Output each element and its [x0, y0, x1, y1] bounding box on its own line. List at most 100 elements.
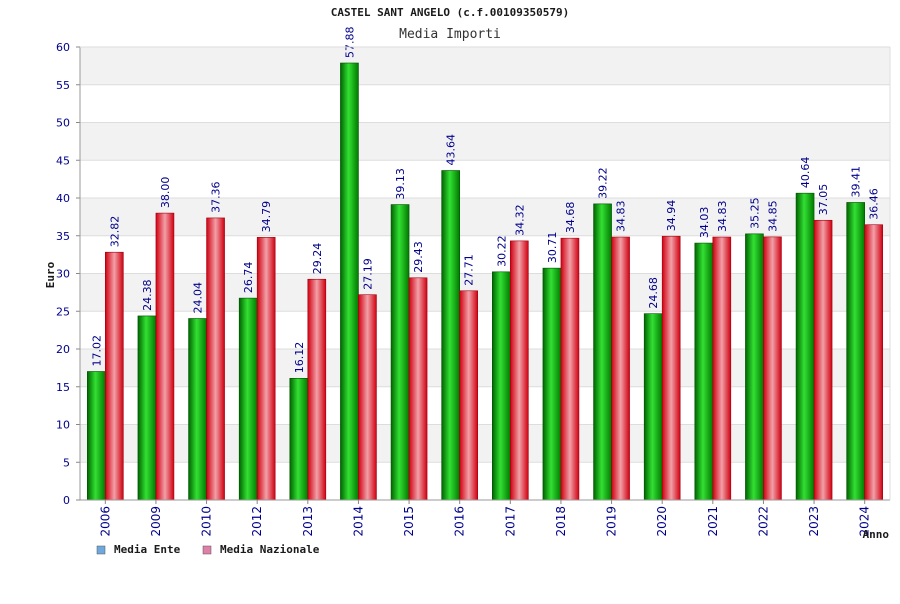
value-label: 24.68: [647, 277, 660, 309]
y-tick-label: 20: [56, 343, 70, 356]
legend-swatch-media-ente: [96, 545, 106, 555]
bar-media-nazionale-2021: [712, 236, 732, 501]
x-tick-label: 2019: [605, 506, 619, 537]
value-label: 24.04: [192, 282, 205, 314]
y-tick-label: 30: [56, 268, 70, 281]
value-label: 34.68: [564, 202, 577, 234]
x-tick-label: 2006: [98, 506, 112, 537]
bar-media-ente-2006: [87, 371, 106, 501]
y-tick-label: 45: [56, 154, 70, 167]
bar-media-nazionale-2017: [510, 240, 529, 501]
bar-media-ente-2009: [137, 315, 157, 501]
bar-media-ente-2010: [188, 318, 207, 501]
x-tick-label: 2009: [149, 506, 163, 537]
legend-label-media-ente: Media Ente: [114, 543, 181, 556]
bar-media-ente-2021: [694, 242, 714, 501]
value-label: 36.46: [868, 188, 881, 220]
y-tick-label: 0: [63, 494, 70, 507]
plot-band: [80, 47, 890, 85]
bar-media-ente-2020: [643, 313, 663, 501]
bar-media-nazionale-2022: [763, 236, 782, 501]
axes: [79, 46, 891, 504]
legend: Media Ente Media Nazionale: [96, 543, 320, 556]
value-label: 39.22: [597, 167, 610, 199]
bar-media-nazionale-2020: [661, 235, 681, 501]
value-label: 29.43: [412, 241, 425, 273]
bar-media-nazionale-2016: [459, 290, 478, 501]
legend-swatch-media-nazionale: [202, 545, 212, 555]
value-label: 39.41: [850, 166, 863, 198]
bar-media-ente-2018: [542, 267, 562, 501]
y-tick-labels: 0 5 10 15 20 25 30 35 40 45 50 55 60: [56, 41, 70, 507]
bar-media-ente-2019: [593, 203, 612, 501]
x-tick-label: 2012: [250, 506, 264, 537]
value-label: 43.64: [445, 134, 458, 166]
plot-band: [80, 122, 890, 161]
value-label: 32.82: [108, 216, 121, 248]
y-axis-label: Euro: [44, 261, 57, 288]
bar-media-nazionale-2010: [206, 217, 225, 501]
bar-media-nazionale-2015: [408, 277, 428, 501]
value-label: 35.25: [748, 197, 761, 229]
value-label: 26.74: [242, 262, 255, 294]
value-label: 17.02: [90, 335, 103, 367]
value-label: 27.71: [463, 254, 476, 286]
value-label: 24.38: [141, 279, 154, 311]
value-label: 34.83: [716, 201, 729, 233]
bar-media-nazionale-2024: [864, 224, 883, 501]
x-tick-label: 2016: [453, 506, 467, 537]
value-label: 30.71: [546, 232, 559, 264]
y-tick-label: 55: [56, 79, 70, 92]
y-tick-label: 60: [56, 41, 70, 54]
y-tick-label: 25: [56, 305, 70, 318]
value-label: 34.32: [513, 204, 526, 236]
y-tick-label: 10: [56, 419, 70, 432]
value-label: 27.19: [361, 258, 374, 290]
bar-media-nazionale-2023: [813, 219, 833, 501]
bar-media-ente-2023: [795, 192, 815, 501]
legend-label-media-nazionale: Media Nazionale: [220, 543, 320, 556]
bar-media-ente-2016: [441, 170, 460, 501]
bar-media-ente-2022: [745, 233, 764, 501]
bar-media-nazionale-2013: [307, 278, 327, 501]
value-label: 38.00: [159, 177, 172, 209]
value-label: 30.22: [495, 235, 508, 267]
value-label: 37.05: [817, 184, 830, 216]
y-tick-label: 5: [63, 456, 70, 469]
value-label: 39.13: [394, 168, 407, 200]
bar-media-nazionale-2012: [256, 237, 276, 501]
bar-media-ente-2017: [492, 271, 511, 501]
x-tick-labels: 2006 2009 2010 2012 2013 2014 2015 2016 2017 2018…: [98, 506, 871, 537]
x-tick-label: 2018: [554, 506, 568, 537]
x-tick-label: 2015: [402, 506, 416, 537]
bar-media-nazionale-2014: [358, 294, 377, 501]
x-tick-label: 2014: [351, 506, 365, 537]
value-label: 34.03: [698, 207, 711, 239]
x-tick-label: 2020: [655, 506, 669, 537]
bar-media-ente-2024: [846, 202, 865, 501]
bar-media-nazionale-2018: [560, 237, 580, 501]
bar-media-ente-2015: [390, 204, 410, 501]
value-label: 34.94: [665, 200, 678, 232]
chart-subtitle: Media Importi: [399, 27, 501, 42]
bar-media-ente-2012: [238, 297, 258, 501]
value-label: 34.85: [766, 200, 779, 232]
value-label: 16.12: [293, 342, 306, 374]
value-label: 34.79: [260, 201, 273, 233]
bar-media-ente-2014: [340, 62, 359, 501]
x-tick-label: 2013: [301, 506, 315, 537]
value-label: 29.24: [311, 243, 324, 275]
bar-media-nazionale-2006: [105, 251, 124, 501]
value-label: 40.64: [799, 157, 812, 189]
y-tick-label: 35: [56, 230, 70, 243]
bar-media-nazionale-2019: [611, 236, 630, 501]
x-tick-label: 2010: [200, 506, 214, 537]
value-label: 37.36: [210, 181, 223, 213]
x-tick-label: 2022: [756, 506, 770, 537]
bar-media-ente-2013: [289, 377, 309, 501]
y-tick-label: 50: [56, 117, 70, 130]
value-label: 34.83: [615, 201, 628, 233]
x-tick-label: 2024: [858, 506, 872, 537]
